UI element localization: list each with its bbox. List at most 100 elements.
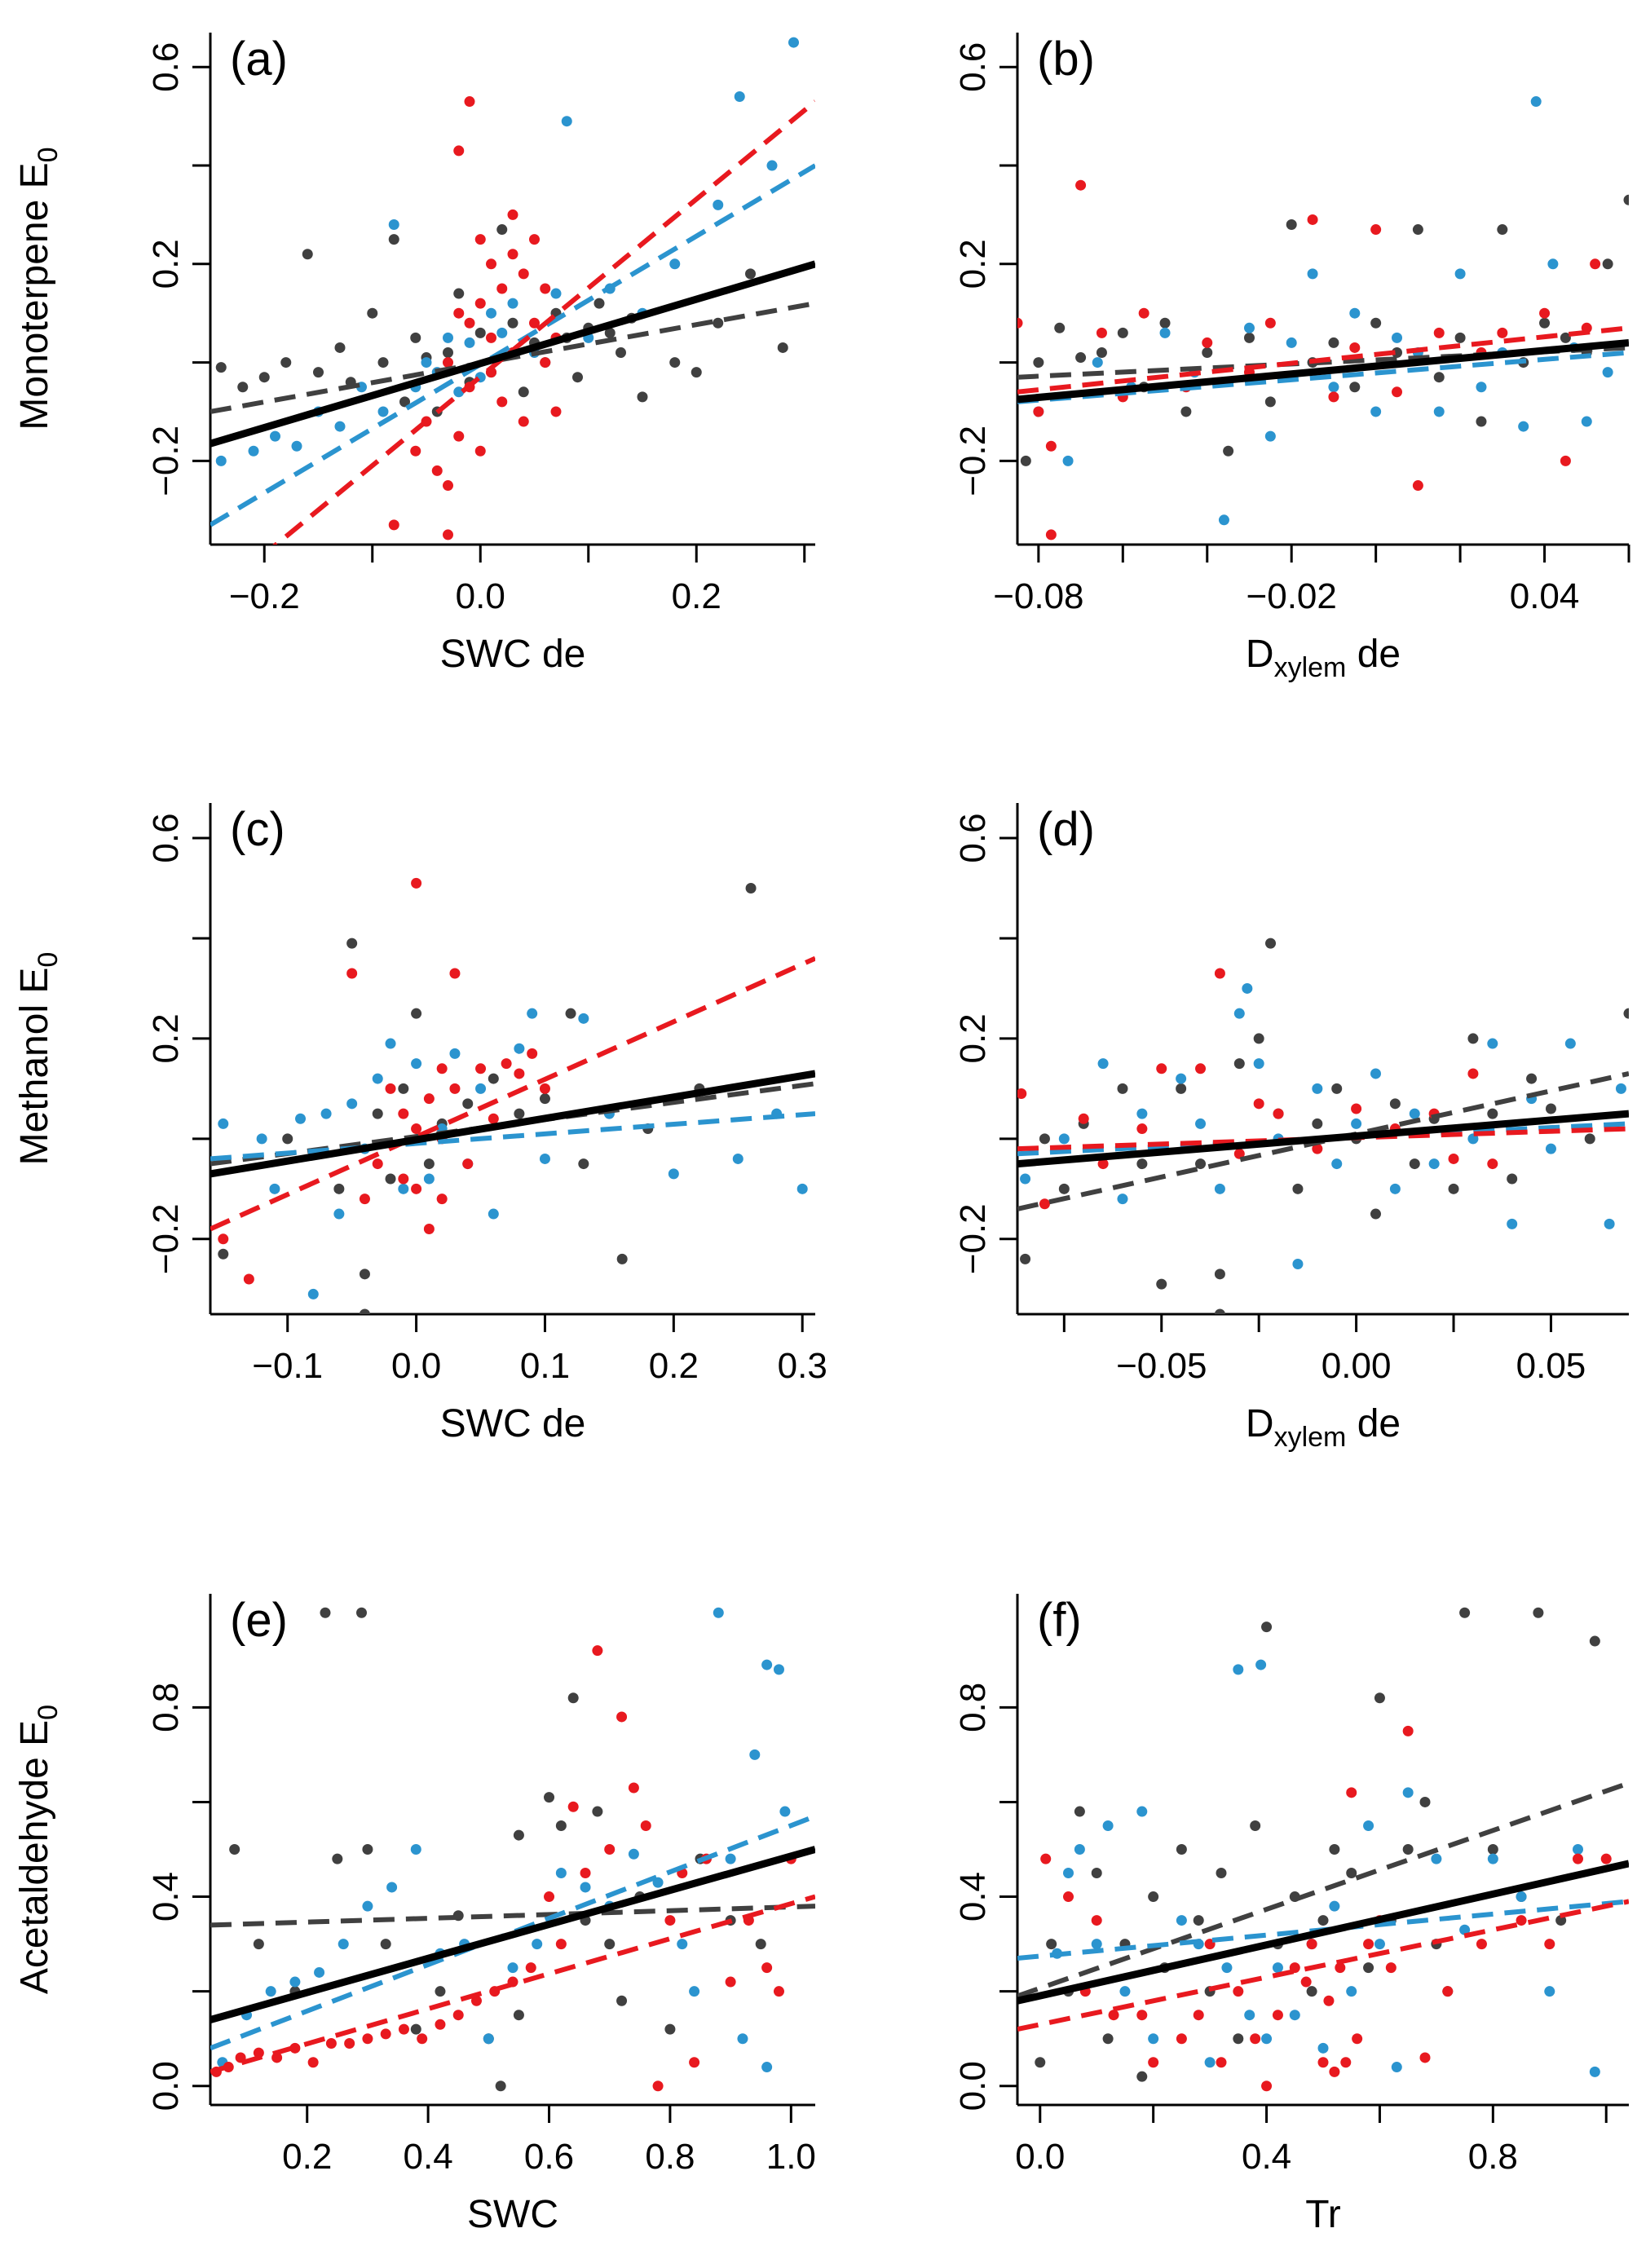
- data-point-blue: [514, 1043, 525, 1054]
- data-point-dark: [410, 332, 421, 343]
- data-point-blue: [398, 1183, 409, 1194]
- data-point-red: [1328, 391, 1339, 403]
- data-point-blue: [1573, 1844, 1583, 1855]
- y-tick-label: 0.8: [146, 1683, 186, 1732]
- data-point-blue: [496, 327, 508, 338]
- data-point-red: [464, 317, 475, 329]
- data-point-dark: [1370, 317, 1382, 329]
- data-point-blue: [1428, 1158, 1440, 1170]
- data-point-red: [1097, 1158, 1109, 1170]
- data-point-blue: [1255, 1659, 1267, 1670]
- data-point-blue: [1261, 2033, 1273, 2045]
- data-point-red: [1573, 1853, 1583, 1864]
- y-axis-label: Acetaldehyde E0: [13, 1705, 64, 1994]
- data-point-dark: [237, 382, 249, 393]
- data-point-dark: [513, 2010, 524, 2021]
- data-point-blue: [289, 1976, 301, 1988]
- data-point-dark: [1467, 1033, 1479, 1044]
- data-point-dark: [544, 1792, 555, 1803]
- data-point-red: [449, 1083, 461, 1094]
- data-point-dark: [398, 1083, 409, 1094]
- data-point-red: [540, 357, 551, 368]
- data-point-red: [243, 1273, 254, 1285]
- data-point-red: [474, 445, 486, 457]
- data-point-blue: [507, 1962, 518, 1974]
- data-point-blue: [1242, 982, 1253, 994]
- data-point-dark: [333, 1183, 345, 1194]
- data-point-blue: [314, 1966, 325, 1978]
- data-point-blue: [1545, 1143, 1556, 1154]
- data-point-red: [1402, 1725, 1414, 1736]
- data-point-blue: [1092, 357, 1103, 368]
- data-point-red: [453, 430, 465, 442]
- data-point-dark: [1195, 1158, 1207, 1170]
- data-point-red: [1017, 1088, 1027, 1100]
- data-point-red: [550, 406, 562, 417]
- y-tick-label: −0.2: [146, 1203, 186, 1274]
- data-point-dark: [346, 938, 358, 949]
- data-point-blue: [346, 1098, 358, 1110]
- data-point-dark: [313, 367, 324, 378]
- panel-f: 0.0 0.4 0.8 0.0 0.4 0.8 (f) Tr: [953, 1594, 1629, 2236]
- data-point-blue: [1604, 1218, 1615, 1229]
- data-point-dark: [385, 1173, 396, 1185]
- data-point-dark: [567, 1692, 579, 1704]
- data-point-red: [449, 968, 461, 979]
- panel-label: (a): [230, 33, 288, 86]
- data-point-blue: [1589, 2066, 1600, 2077]
- x-tick-label: 0.4: [404, 2137, 453, 2177]
- data-point-blue: [488, 1208, 499, 1220]
- data-point-dark: [1193, 1915, 1204, 1926]
- data-point-red: [1363, 1939, 1374, 1950]
- panel-b: −0.08 −0.02 0.04 −0.2 0.2 0.6 (b) Dxylem de: [953, 33, 1630, 683]
- data-point-dark: [1454, 332, 1466, 343]
- data-point-red: [436, 1063, 448, 1074]
- data-point-dark: [1091, 1868, 1102, 1879]
- data-point-dark: [1306, 1986, 1317, 1997]
- data-point-blue: [388, 219, 399, 230]
- data-point-dark: [1526, 1073, 1538, 1084]
- data-point-blue: [411, 1058, 422, 1070]
- data-point-blue: [1253, 1058, 1264, 1070]
- data-point-blue: [761, 2062, 773, 2073]
- data-point-blue: [1518, 421, 1529, 432]
- data-point-blue: [1136, 1806, 1148, 1817]
- data-point-dark: [572, 372, 583, 383]
- data-point-red: [1590, 258, 1601, 270]
- fit-line-overall: [210, 260, 815, 448]
- data-point-blue: [1487, 1038, 1498, 1049]
- data-point-blue: [218, 1118, 229, 1129]
- data-point-blue: [734, 91, 745, 102]
- data-point-dark: [1033, 357, 1044, 368]
- fit-line-dark: [210, 1904, 815, 1928]
- data-point-dark: [1233, 1058, 1245, 1070]
- data-point-red: [1544, 1939, 1555, 1950]
- data-point-dark: [1156, 1278, 1167, 1290]
- data-point-blue: [1370, 406, 1382, 417]
- data-point-blue: [1331, 1158, 1343, 1170]
- data-point-red: [1312, 1143, 1323, 1154]
- data-point-red: [1412, 480, 1423, 492]
- x-tick-label: 0.6: [524, 2137, 574, 2177]
- x-axis-label: Dxylem de: [1246, 633, 1401, 683]
- data-point-red: [1442, 1986, 1454, 1997]
- data-point-red: [544, 1891, 555, 1903]
- data-point-red: [307, 2057, 319, 2068]
- data-point-dark: [359, 1308, 370, 1314]
- data-point-dark: [229, 1844, 240, 1855]
- data-point-dark: [1148, 1891, 1159, 1903]
- data-point-dark: [1286, 219, 1297, 230]
- data-point-red: [1096, 327, 1107, 338]
- data-point-red: [443, 529, 453, 541]
- data-point-red: [501, 1058, 512, 1070]
- y-tick-label: 0.2: [953, 1013, 993, 1063]
- data-point-red: [388, 519, 399, 531]
- data-point-blue: [1581, 416, 1592, 427]
- data-point-blue: [1374, 1939, 1385, 1950]
- data-point-red: [385, 1083, 396, 1094]
- x-axis-label: SWC: [467, 2193, 558, 2236]
- data-point-red: [1193, 2010, 1204, 2021]
- data-point-dark: [302, 249, 313, 260]
- data-point-dark: [1433, 372, 1445, 383]
- data-point-dark: [1539, 317, 1551, 329]
